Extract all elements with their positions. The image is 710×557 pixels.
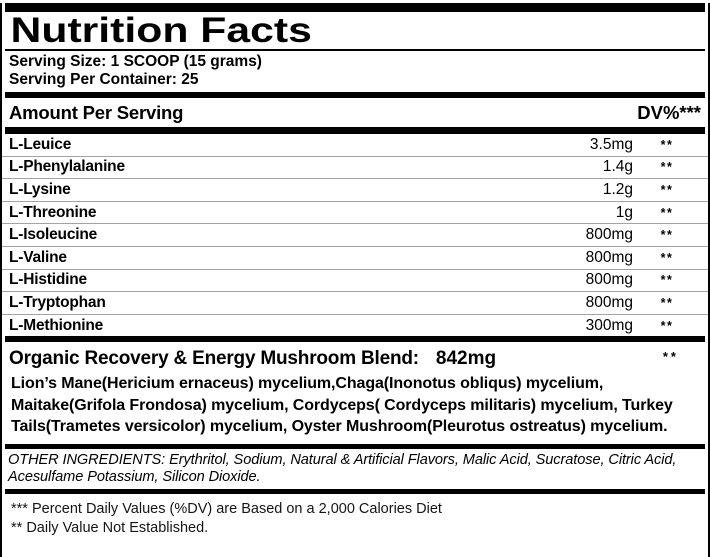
nutrient-dv: ** [660, 228, 674, 243]
footnotes: *** Percent Daily Values (%DV) are Based… [2, 494, 708, 537]
nutrient-name: L-Methionine [9, 316, 104, 334]
footnote-not-established: ** Daily Value Not Established. [11, 519, 209, 536]
nutrient-amount: 1.2g [602, 180, 633, 198]
dv-header: DV%*** [637, 102, 701, 123]
nutrient-row: L-Histidine 800mg ** [2, 270, 708, 293]
nutrient-dv: ** [660, 318, 674, 333]
nutrient-table: L-Leuice 3.5mg ** L-Phenylalanine 1.4g *… [2, 134, 708, 336]
nutrient-name: L-Threonine [9, 203, 97, 221]
blend-dv: ** [662, 349, 679, 365]
divider-above-footnotes [5, 489, 705, 495]
nutrient-amount: 1g [615, 203, 633, 221]
nutrient-name: L-Tryptophan [9, 293, 106, 311]
nutrient-dv: ** [660, 250, 674, 265]
nutrient-name: L-Leuice [9, 135, 72, 153]
serving-info: Serving Size: 1 SCOOP (15 grams) Serving… [2, 51, 708, 92]
servings-per-container: Serving Per Container: 25 [9, 71, 199, 88]
nutrient-row: L-Leuice 3.5mg ** [2, 134, 708, 157]
amount-per-serving-label: Amount Per Serving [9, 102, 184, 123]
top-bar [5, 3, 705, 12]
nutrient-amount: 800mg [585, 226, 633, 244]
nutrient-dv: ** [660, 182, 674, 197]
nutrient-amount: 800mg [585, 248, 633, 266]
divider-above-other-ingredients [5, 443, 705, 449]
nutrient-amount: 300mg [585, 316, 633, 334]
nutrient-dv: ** [660, 273, 674, 288]
nutrient-row: L-Tryptophan 800mg ** [2, 292, 708, 315]
nutrient-row: L-Phenylalanine 1.4g ** [2, 157, 708, 180]
nutrient-row: L-Lysine 1.2g ** [2, 179, 708, 202]
nutrient-row: L-Methionine 300mg ** [2, 315, 708, 337]
divider-thick-above-rows [5, 127, 705, 134]
nutrient-amount: 800mg [585, 293, 633, 311]
nutrient-row: L-Threonine 1g ** [2, 202, 708, 225]
nutrient-dv: ** [660, 137, 674, 152]
footnote-daily-values: *** Percent Daily Values (%DV) are Based… [11, 501, 442, 518]
nutrient-dv: ** [660, 295, 674, 310]
blend-amount: 842mg [435, 348, 497, 370]
blend-header: Organic Recovery & Energy Mushroom Blend… [2, 342, 708, 371]
nutrient-name: L-Histidine [9, 271, 87, 289]
blend-heading: Organic Recovery & Energy Mushroom Blend… [9, 348, 419, 370]
label-title: Nutrition Facts [10, 11, 312, 50]
blend-description: Lion’s Mane(Hericium ernaceus) mycelium,… [11, 375, 673, 436]
divider-thick-below-rows [5, 336, 705, 343]
nutrient-name: L-Lysine [9, 180, 71, 198]
nutrient-row: L-Isoleucine 800mg ** [2, 224, 708, 247]
nutrient-row: L-Valine 800mg ** [2, 247, 708, 270]
divider-medium-top [5, 92, 705, 98]
nutrient-name: L-Isoleucine [9, 226, 98, 244]
nutrient-amount: 3.5mg [589, 135, 633, 153]
nutrient-amount: 800mg [585, 271, 633, 289]
nutrition-label: Nutrition Facts Serving Size: 1 SCOOP (1… [0, 3, 710, 557]
nutrient-name: L-Phenylalanine [9, 158, 125, 176]
nutrient-name: L-Valine [9, 248, 67, 266]
nutrient-amount: 1.4g [602, 158, 633, 176]
amount-per-serving-header: Amount Per Serving DV%*** [2, 98, 708, 127]
nutrient-dv: ** [660, 160, 674, 175]
title-rule [5, 49, 705, 51]
other-ingredients: OTHER INGREDIENTS: Erythritol, Sodium, N… [8, 451, 677, 486]
serving-size: Serving Size: 1 SCOOP (15 grams) [9, 53, 262, 70]
nutrient-dv: ** [660, 205, 674, 220]
